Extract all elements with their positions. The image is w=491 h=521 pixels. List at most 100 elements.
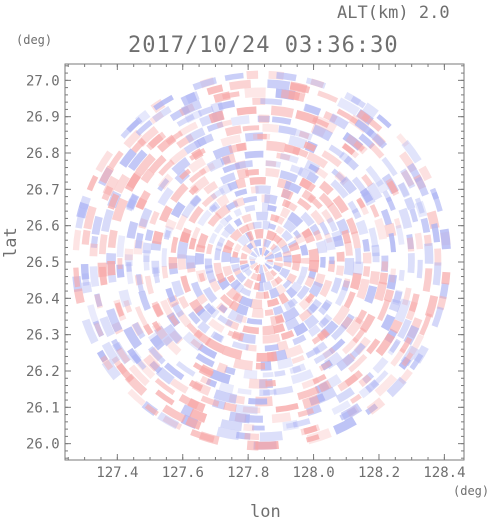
radar-arc-cell — [225, 200, 239, 211]
radar-arc-cell — [273, 214, 286, 225]
radar-arc-cell — [235, 303, 249, 316]
radar-arc-cell — [343, 155, 359, 171]
radar-arc-cell — [332, 195, 349, 214]
radar-arc-cell — [126, 117, 143, 133]
radar-arc-cell — [344, 370, 364, 387]
x-tick-label: 127.6 — [162, 465, 204, 481]
radar-arc-cell — [414, 200, 428, 218]
radar-arc-cell — [152, 230, 164, 245]
radar-arc-cell — [91, 215, 103, 236]
radar-arc-cell — [163, 229, 172, 240]
radar-arc-cell — [264, 270, 275, 282]
radar-arc-cell — [366, 397, 386, 415]
radar-arc-cell — [178, 394, 200, 410]
radar-arc-cell — [98, 234, 108, 255]
radar-arc-cell — [216, 236, 226, 248]
radar-arc-cell — [398, 207, 413, 230]
radar-arc-cell — [350, 393, 362, 404]
radar-arc-cell — [215, 241, 224, 252]
radar-arc-cell — [352, 327, 367, 344]
radar-arc-cell — [242, 125, 260, 132]
radar-arc-cell — [149, 360, 163, 374]
radar-arc-cell — [158, 159, 175, 177]
radar-arc-cell — [92, 320, 105, 338]
radar-arc-cell — [176, 241, 189, 259]
radar-arc-cell — [216, 119, 233, 129]
radar-arc-cell — [261, 202, 270, 213]
radar-arc-cell — [246, 230, 255, 241]
radar-arc-cell — [374, 178, 389, 194]
radar-arc-cell — [127, 149, 148, 172]
radar-arc-cell — [289, 82, 311, 94]
radar-arc-cell — [398, 368, 413, 385]
radar-arc-cell — [342, 278, 351, 289]
radar-arc-cell — [279, 267, 291, 279]
radar-arc-cell — [142, 242, 152, 254]
radar-arc-cell — [89, 243, 99, 257]
radar-arc-cell — [235, 314, 248, 324]
radar-arc-cell — [246, 242, 254, 250]
radar-arc-cell — [280, 244, 290, 255]
radar-arc-cell — [190, 338, 204, 351]
radar-arc-cell — [220, 155, 231, 166]
radar-arc-cell — [389, 268, 397, 283]
radar-arc-cell — [149, 111, 164, 125]
radar-arc-cell — [94, 293, 103, 308]
y-tick-label: 26.1 — [26, 400, 60, 416]
radar-arc-cell — [339, 176, 357, 195]
radar-arc-cell — [374, 218, 388, 240]
radar-arc-cell — [154, 377, 176, 396]
radar-arc-cell — [366, 128, 388, 149]
radar-arc-cell — [206, 84, 224, 96]
radar-field — [66, 65, 456, 455]
radar-arc-cell — [250, 252, 258, 258]
radar-arc-cell — [362, 102, 379, 119]
radar-arc-cell — [248, 397, 268, 405]
radar-arc-cell — [362, 238, 370, 252]
radar-arc-cell — [250, 272, 259, 281]
radar-arc-cell — [284, 200, 298, 212]
radar-arc-cell — [276, 340, 289, 352]
radar-arc-cell — [219, 217, 230, 227]
radar-arc-cell — [111, 197, 129, 222]
radar-arc-cell — [177, 121, 199, 137]
radar-arc-cell — [148, 154, 167, 174]
radar-arc-cell — [319, 221, 330, 236]
radar-arc-cell — [128, 364, 150, 387]
radar-arc-cell — [186, 322, 203, 339]
radar-arc-cell — [107, 150, 124, 170]
radar-arc-cell — [157, 411, 180, 430]
radar-arc-cell — [206, 121, 224, 132]
radar-arc-cell — [324, 236, 336, 251]
radar-arc-cell — [233, 208, 243, 217]
radar-arc-cell — [324, 232, 333, 244]
radar-arc-cell — [220, 134, 242, 147]
y-axis-title: lat — [1, 227, 21, 258]
radar-arc-cell — [197, 209, 213, 227]
radar-arc-cell — [268, 287, 280, 299]
radar-arc-cell — [131, 137, 147, 154]
radar-arc-cell — [328, 338, 346, 354]
radar-arc-cell — [232, 196, 246, 209]
radar-arc-cell — [223, 402, 237, 412]
radar-arc-cell — [200, 375, 212, 386]
radar-arc-cell — [405, 301, 418, 321]
radar-arc-cell — [127, 388, 146, 407]
radar-arc-cell — [298, 295, 314, 311]
radar-arc-cell — [424, 295, 439, 318]
radar-arc-cell — [266, 297, 280, 308]
radar-arc-cell — [175, 360, 196, 377]
y-tick-label: 26.9 — [26, 110, 60, 126]
radar-arc-cell — [282, 306, 300, 323]
radar-arc-cell — [387, 340, 401, 356]
radar-arc-cell — [218, 381, 235, 395]
radar-arc-cell — [255, 185, 272, 195]
radar-arc-cell — [83, 205, 97, 230]
radar-arc-cell — [441, 271, 451, 285]
radar-arc-cell — [298, 309, 313, 322]
radar-arc-cell — [305, 346, 321, 359]
radar-arc-cell — [265, 380, 277, 387]
radar-arc-cell — [308, 163, 320, 173]
radar-arc-cell — [273, 385, 294, 396]
radar-arc-cell — [262, 333, 281, 344]
